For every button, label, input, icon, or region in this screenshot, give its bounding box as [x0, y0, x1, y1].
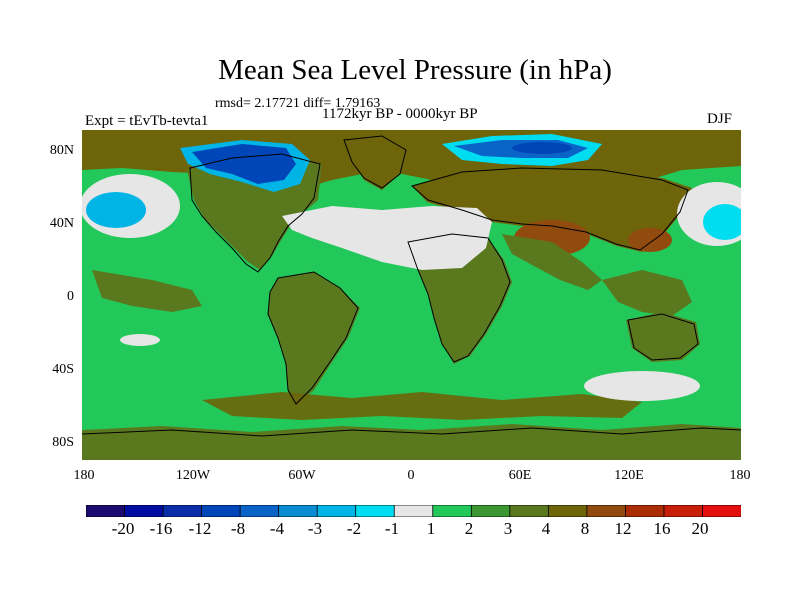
colorbar-swatch	[316, 504, 357, 518]
colorbar-swatch	[547, 504, 588, 518]
lat-label-80s: 80S	[52, 435, 74, 450]
eurasia-land	[412, 166, 692, 252]
map-title: Mean Sea Level Pressure (in hPa)	[218, 54, 612, 86]
colorbar-label: 16	[653, 519, 671, 538]
colorbar-label: 3	[503, 519, 513, 538]
lon-label-120w: 120W	[175, 468, 211, 483]
lon-label-180w: 180	[73, 468, 95, 483]
lat-label-40s: 40S	[52, 362, 74, 377]
colorbar-label: -4	[269, 519, 285, 538]
lon-label-60e: 60E	[508, 468, 532, 483]
coastlines	[81, 135, 742, 437]
east-asia-high-blob	[628, 228, 672, 252]
colorbar-swatch	[470, 504, 511, 518]
colorbar-label: 4	[541, 519, 551, 538]
colorbar-label: 2	[464, 519, 474, 538]
colorbar	[85, 504, 742, 518]
colorbar-swatch	[663, 504, 704, 518]
season-label: DJF	[707, 111, 733, 127]
map-panel	[80, 130, 757, 460]
colorbar-label: 12	[614, 519, 632, 538]
lon-label-60w: 60W	[288, 468, 316, 483]
colorbar-swatch	[432, 504, 472, 518]
colorbar-label: 8	[580, 519, 590, 538]
colorbar-swatch	[625, 504, 665, 518]
lon-label-0: 0	[407, 468, 415, 483]
rmsd-diff-stats: rmsd= 2.17721 diff= 1.79163	[215, 96, 381, 111]
colorbar-swatch	[162, 504, 203, 518]
north-pacific-low-west	[86, 192, 146, 228]
colorbar-swatch	[586, 504, 627, 518]
colorbar-swatch	[201, 504, 241, 518]
colorbar-label: -16	[149, 519, 173, 538]
colorbar-label: -1	[384, 519, 400, 538]
southeast-pacific-neutral	[120, 334, 160, 346]
lat-label-40n: 40N	[49, 216, 74, 231]
colorbar-swatch	[355, 504, 395, 518]
colorbar-swatch	[509, 504, 550, 518]
south-asia-land	[502, 234, 602, 290]
colorbar-swatch	[702, 504, 742, 518]
southern-ocean-band	[202, 392, 642, 420]
colorbar-label: -3	[307, 519, 323, 538]
colorbar-svg	[85, 504, 742, 518]
antarctica-band	[82, 424, 741, 460]
north-atlantic-neutral	[282, 206, 492, 270]
colorbar-label: -8	[230, 519, 246, 538]
map-canvas	[80, 130, 757, 460]
period-label: 1172kyr BP - 0000kyr BP	[322, 106, 478, 122]
south-pacific-neutral	[584, 371, 700, 401]
lon-label-120e: 120E	[614, 468, 644, 483]
lat-label-eq: 0	[67, 289, 74, 304]
colorbar-label: -2	[346, 519, 362, 538]
australia-land	[626, 312, 700, 362]
colorbar-swatch	[124, 504, 164, 518]
lon-label-180e: 180	[729, 468, 751, 483]
colorbar-swatch	[239, 504, 280, 518]
maritime-continent-patch	[602, 270, 692, 316]
east-pacific-patch	[92, 270, 202, 312]
colorbar-label: -12	[188, 519, 212, 538]
canada-low-core	[192, 144, 296, 184]
siberia-low-center	[512, 142, 572, 154]
colorbar-label: -20	[111, 519, 135, 538]
south-america-land	[268, 272, 360, 406]
lat-label-80n: 80N	[49, 143, 74, 158]
colorbar-swatch	[85, 504, 126, 518]
experiment-label: Expt = tEvTb-tevta1	[85, 113, 209, 129]
colorbar-label: 20	[691, 519, 709, 538]
greenland-land	[344, 136, 406, 190]
colorbar-label: 1	[426, 519, 436, 538]
north-pacific-low-east	[703, 204, 747, 240]
colorbar-swatch	[278, 504, 318, 518]
colorbar-swatch	[393, 504, 434, 518]
